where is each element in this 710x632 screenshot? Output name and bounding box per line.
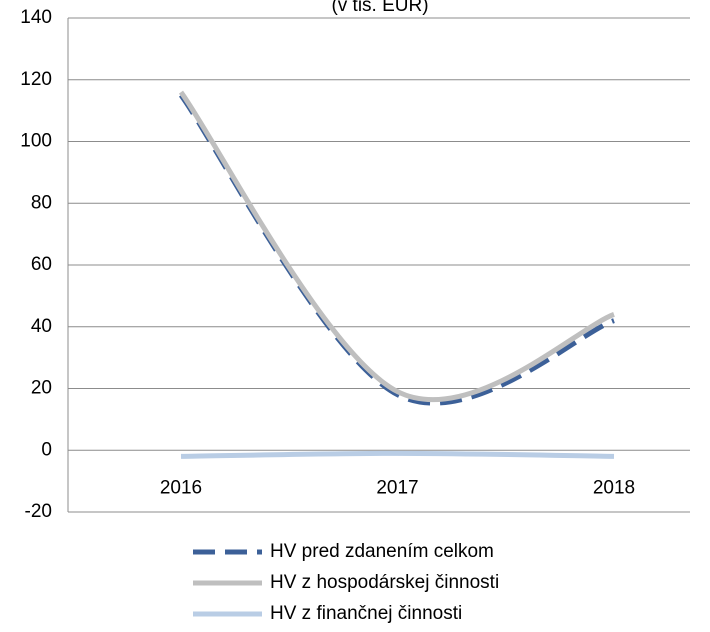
y-tick-label: 120 [20, 69, 52, 90]
legend-label: HV z finančnej činnosti [270, 603, 462, 624]
y-tick-label: -20 [25, 501, 52, 522]
legend-label: HV pred zdanením celkom [270, 541, 494, 562]
line-series [180, 450, 615, 459]
x-tick-label: 2017 [376, 477, 418, 498]
y-tick-label: 100 [20, 131, 52, 152]
y-tick-label: 40 [31, 316, 52, 337]
y-tick-label: 60 [31, 254, 52, 275]
y-tick-label: 140 [20, 7, 52, 28]
y-tick-label: 20 [31, 378, 52, 399]
y-tick-label: 0 [41, 439, 52, 460]
legend-label: HV z hospodárskej činnosti [270, 572, 499, 593]
x-tick-label: 2016 [160, 477, 202, 498]
y-tick-label: 80 [31, 192, 52, 213]
x-tick-label: 2018 [593, 477, 635, 498]
chart-subtitle: (v tis. EUR) [331, 0, 428, 16]
line-series [178, 90, 615, 403]
